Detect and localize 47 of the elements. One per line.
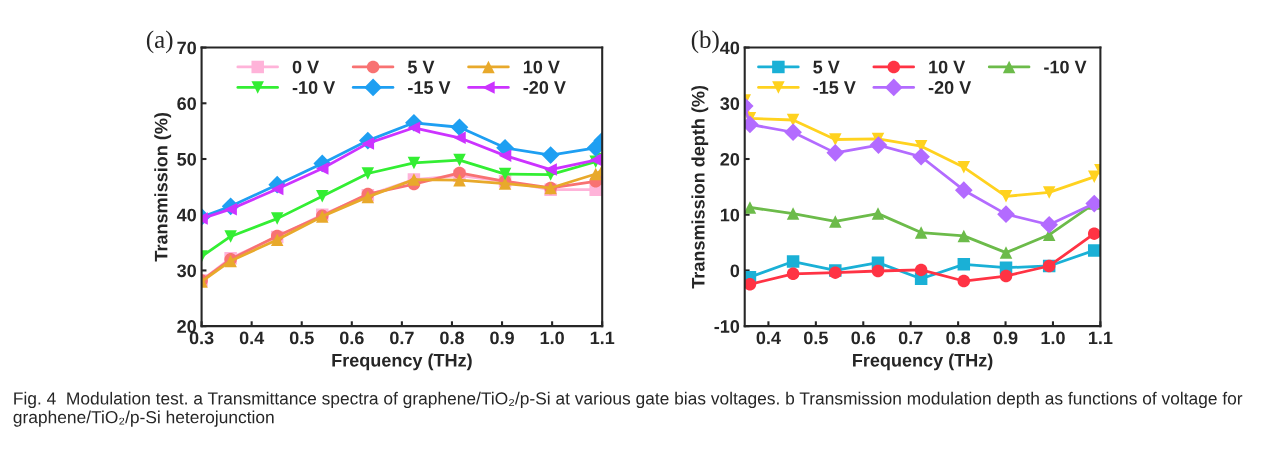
legend-label: 5 V bbox=[813, 60, 840, 74]
legend-label: -20 V bbox=[523, 81, 566, 94]
y-tick-label: 40 bbox=[176, 208, 196, 222]
x-tick-label: 0.7 bbox=[390, 331, 414, 345]
y-tick-label: 20 bbox=[720, 152, 740, 166]
x-tick-label: 0.9 bbox=[993, 331, 1018, 345]
y-tick-label: 60 bbox=[177, 97, 196, 110]
caption: Fig. 4 Modulation test. a Transmittance spectra of graphene/TiO₂/p-Si at various gate bias voltages. b Transmission modulation depth as functions of voltage for graphene/TiO₂/p-Si heterojunction bbox=[13, 391, 1243, 427]
x-tick-label: 1.1 bbox=[1088, 331, 1113, 345]
y-tick-label: 10 bbox=[720, 208, 740, 222]
legend-label: -15 V bbox=[408, 81, 451, 94]
y-axis-title: Transmission depth (%) bbox=[691, 85, 709, 289]
x-tick-label: 0.8 bbox=[946, 331, 971, 345]
legend-label: -10 V bbox=[292, 81, 336, 94]
legend-label: -15 V bbox=[813, 81, 856, 94]
text: (a) bbox=[146, 30, 173, 54]
y-tick-label: 20 bbox=[177, 320, 196, 333]
x-tick-label: 0.3 bbox=[189, 331, 214, 345]
legend-label: 0 V bbox=[292, 60, 319, 74]
x-tick-label: 0.5 bbox=[289, 331, 314, 345]
x-tick-label: 1.0 bbox=[1041, 331, 1065, 345]
x-tick-label: 1.0 bbox=[540, 331, 564, 345]
x-tick-label: 1.1 bbox=[590, 331, 615, 345]
x-tick-label: 0.5 bbox=[804, 331, 828, 345]
legend-label: -20 V bbox=[928, 81, 972, 94]
legend-label: 5 V bbox=[407, 60, 435, 74]
legend-label: -10 V bbox=[1044, 60, 1087, 74]
y-tick-label: 30 bbox=[720, 97, 740, 111]
legend-label: 10 V bbox=[929, 60, 966, 74]
x-tick-label: 0.6 bbox=[851, 331, 876, 345]
x-tick-label: 0.4 bbox=[756, 331, 781, 345]
legend-label: 10 V bbox=[523, 60, 560, 74]
x-tick-label: 0.4 bbox=[239, 331, 265, 345]
x-tick-label: 0.6 bbox=[339, 331, 364, 345]
x-tick-label: 0.8 bbox=[440, 331, 464, 345]
x-tick-label: 0.7 bbox=[898, 331, 923, 345]
y-tick-label: 50 bbox=[177, 152, 196, 166]
y-tick-label: 0 bbox=[730, 264, 740, 278]
x-axis-title: Frequency (THz) bbox=[853, 353, 993, 371]
y-tick-label: 70 bbox=[177, 41, 196, 55]
y-tick-label: -10 bbox=[714, 320, 740, 333]
x-tick-label: 0.9 bbox=[490, 331, 514, 345]
y-axis-title: Transmission (%) bbox=[154, 113, 172, 262]
y-tick-label: 40 bbox=[720, 41, 740, 55]
x-axis-title: Frequency (THz) bbox=[332, 353, 472, 371]
text: (b) bbox=[691, 30, 719, 54]
y-tick-label: 30 bbox=[177, 264, 196, 278]
